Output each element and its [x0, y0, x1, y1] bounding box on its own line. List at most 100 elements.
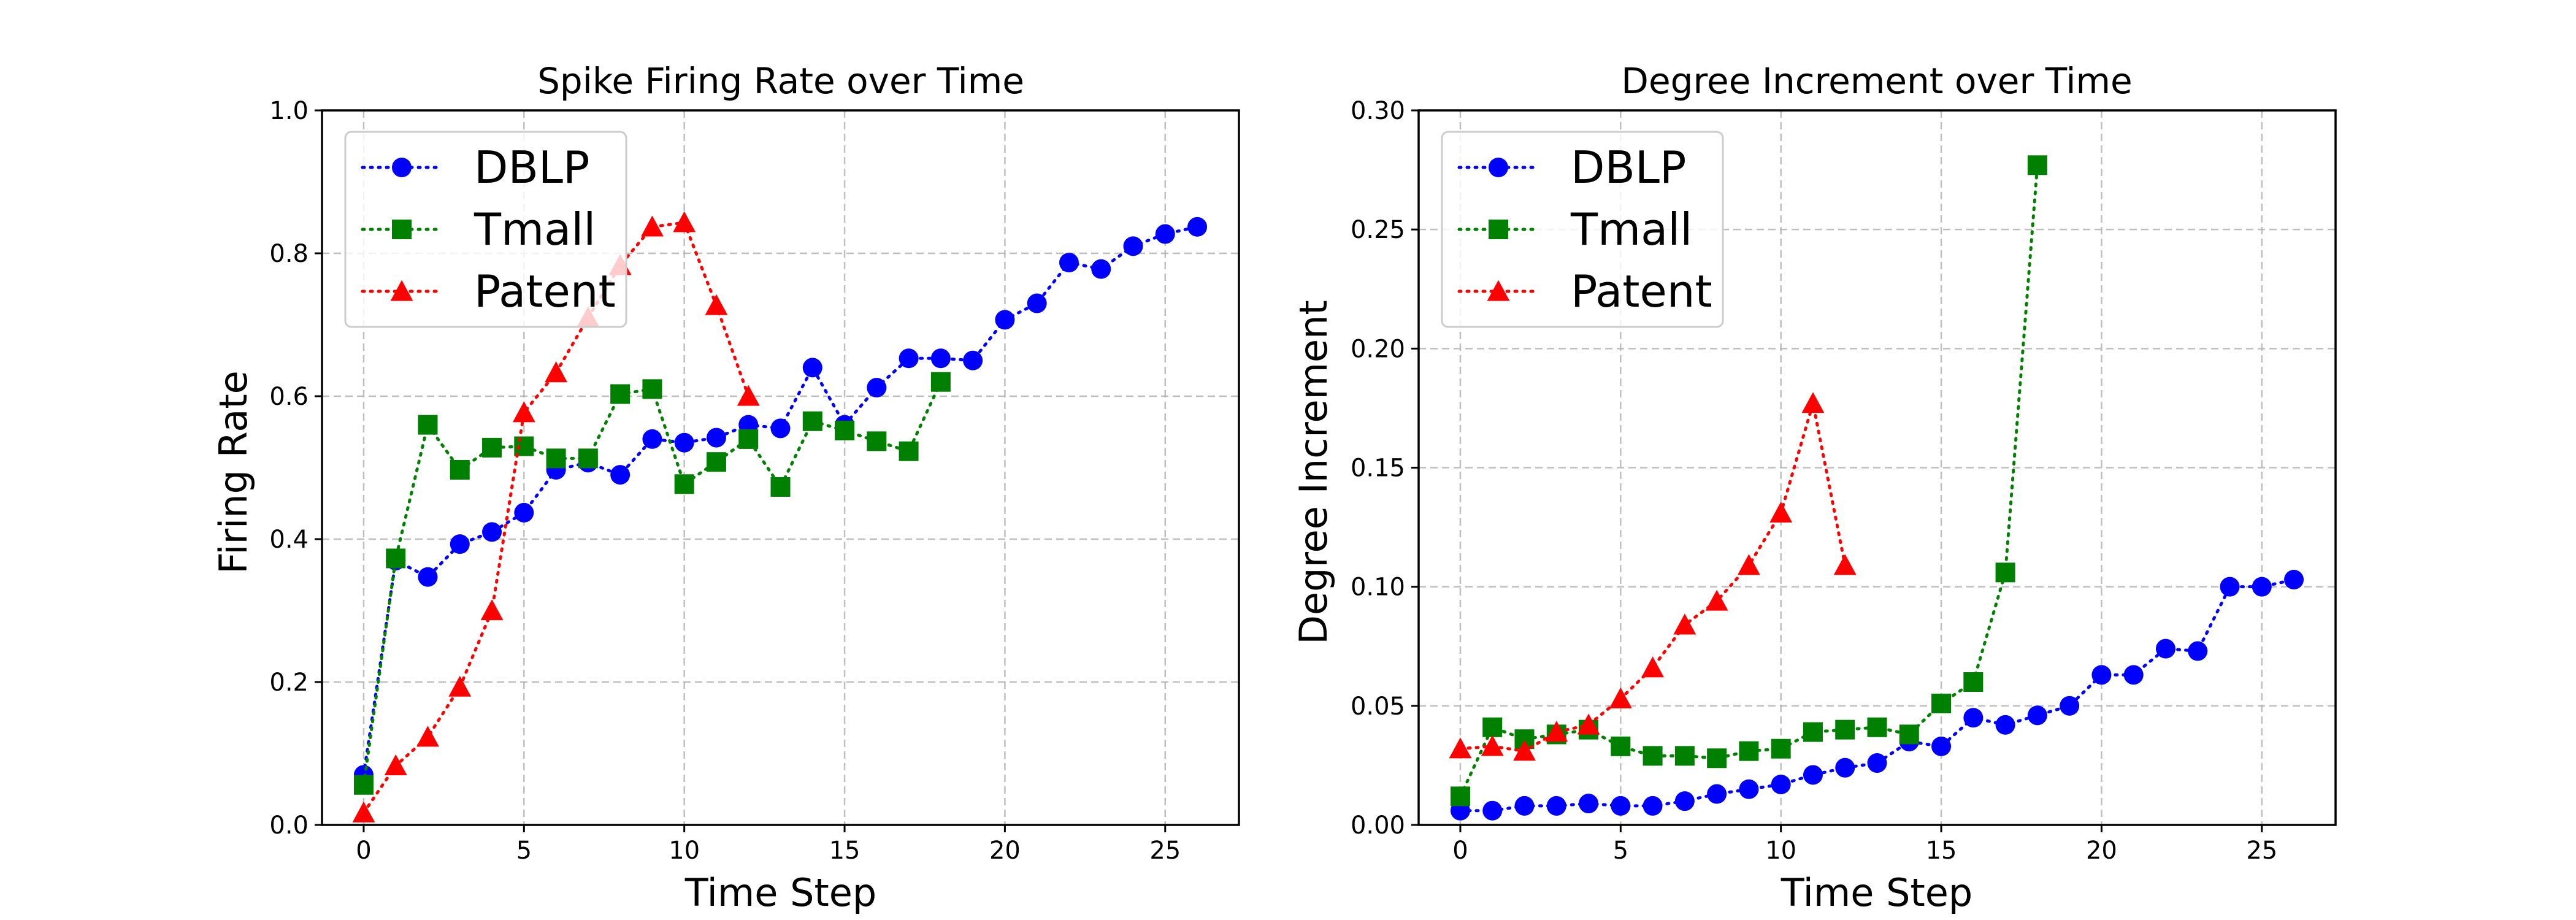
data-point — [1931, 736, 1952, 756]
data-point — [1833, 554, 1857, 575]
y-tick-label: 0.30 — [1351, 97, 1405, 125]
data-point — [2155, 638, 2175, 659]
legend-marker — [392, 158, 412, 177]
data-point — [705, 294, 728, 315]
x-tick-label: 5 — [1613, 837, 1628, 865]
legend-marker — [392, 220, 412, 239]
data-point — [641, 215, 664, 237]
legend-label: Tmall — [1570, 204, 1692, 255]
data-point — [1674, 791, 1695, 811]
series-patent — [1449, 392, 1857, 761]
legend-entry-tmall: Tmall — [361, 204, 596, 255]
x-tick-label: 15 — [829, 837, 861, 865]
data-point — [448, 675, 472, 697]
legend-entry-patent: Patent — [1457, 266, 1712, 317]
legend-marker — [390, 280, 413, 301]
legend: DBLP Tmall Patent — [1441, 131, 1724, 328]
data-point — [418, 567, 438, 587]
legend-marker — [1487, 280, 1510, 301]
chart-title: Degree Increment over Time — [1621, 60, 2132, 102]
data-point — [673, 211, 696, 232]
data-point — [899, 441, 919, 461]
y-tick-label: 0.2 — [269, 669, 309, 697]
data-point — [802, 358, 822, 378]
x-axis-label: Time Step — [1781, 870, 1973, 915]
data-point — [610, 465, 631, 485]
data-point — [1643, 795, 1663, 816]
y-axis-label: Degree Increment — [1291, 300, 1336, 644]
data-point — [450, 459, 470, 480]
series-tmall — [353, 372, 951, 795]
data-point — [1449, 737, 1472, 759]
x-tick-label: 10 — [669, 837, 700, 865]
data-point — [899, 348, 919, 369]
legend-entry-tmall: Tmall — [1457, 204, 1692, 255]
legend-label: DBLP — [1571, 142, 1686, 193]
data-point — [1835, 719, 1855, 740]
data-point — [482, 437, 502, 458]
data-point — [1187, 217, 1208, 237]
data-point — [674, 432, 694, 453]
data-point — [1481, 735, 1504, 756]
legend-label: Patent — [474, 266, 616, 317]
data-point — [1739, 779, 1759, 799]
data-point — [1803, 765, 1823, 785]
data-point — [1611, 795, 1631, 816]
data-point — [1673, 613, 1696, 635]
data-point — [1867, 753, 1887, 773]
data-point — [642, 379, 662, 399]
data-point — [416, 726, 439, 747]
data-point — [512, 401, 535, 423]
data-point — [1577, 713, 1600, 735]
legend: DBLP Tmall Patent — [344, 131, 627, 328]
data-point — [1482, 800, 1503, 821]
data-point — [2188, 641, 2208, 661]
x-tick-label: 25 — [1149, 837, 1181, 865]
data-point — [1769, 501, 1793, 523]
data-point — [1995, 562, 2015, 583]
data-point — [642, 429, 662, 449]
data-point — [1611, 736, 1631, 756]
y-axis-label: Firing Rate — [211, 370, 256, 574]
data-point — [1801, 392, 1825, 413]
y-tick-label: 0.20 — [1351, 335, 1405, 363]
y-tick-label: 0.8 — [269, 240, 309, 268]
data-point — [1931, 693, 1952, 713]
data-point — [802, 411, 822, 431]
legend-entry-patent: Patent — [361, 266, 616, 317]
legend-entry-dblp: DBLP — [361, 142, 589, 193]
data-point — [1123, 236, 1143, 256]
data-point — [2284, 570, 2304, 590]
y-tick-label: 0.25 — [1351, 216, 1405, 244]
data-point — [930, 348, 951, 369]
data-point — [546, 448, 566, 469]
data-point — [1738, 554, 1760, 575]
data-point — [1963, 708, 1984, 728]
data-point — [1450, 786, 1470, 807]
data-point — [1513, 740, 1536, 761]
data-point — [867, 431, 887, 451]
data-point — [738, 429, 759, 449]
data-point — [352, 801, 375, 822]
data-point — [1674, 746, 1695, 766]
series-line — [1459, 402, 1847, 753]
legend-label: Tmall — [473, 204, 596, 255]
data-point — [578, 448, 598, 469]
x-axis-label: Time Step — [684, 870, 877, 915]
data-point — [514, 502, 534, 523]
plot-frame — [1417, 109, 2337, 826]
y-tick-label: 0.4 — [269, 526, 309, 554]
data-point — [930, 372, 951, 392]
legend-box — [1441, 131, 1724, 328]
data-point — [963, 350, 983, 370]
data-point — [1641, 656, 1664, 678]
chart-title: Spike Firing Rate over Time — [537, 60, 1024, 102]
y-tick-label: 0.00 — [1351, 811, 1405, 840]
data-point — [706, 427, 726, 448]
legend-box — [344, 131, 627, 328]
data-point — [1546, 795, 1566, 816]
data-point — [770, 477, 791, 497]
data-point — [2220, 577, 2240, 597]
firing-rate-chart: Spike Firing Rate over Time Time Step Fi… — [211, 60, 1240, 915]
